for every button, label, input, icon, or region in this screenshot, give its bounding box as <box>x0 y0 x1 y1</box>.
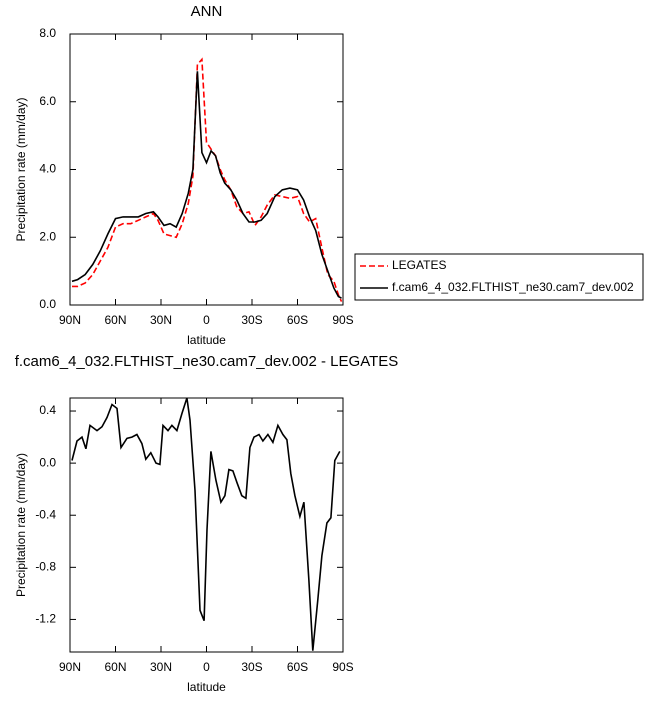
x-axis-label: latitude <box>187 680 226 694</box>
y-tick-label: 0.0 <box>39 455 56 469</box>
x-tick-label: 0 <box>203 313 210 327</box>
x-tick-label: 60N <box>104 313 126 327</box>
y-axis-label: Precipitation rate (mm/day) <box>14 97 28 241</box>
x-tick-label: 90S <box>332 660 353 674</box>
x-tick-label: 60N <box>104 660 126 674</box>
x-tick-label: 60S <box>287 313 308 327</box>
y-tick-label: 0.4 <box>39 403 56 417</box>
y-axis-label: Precipitation rate (mm/day) <box>14 453 28 597</box>
y-tick-label: 2.0 <box>39 229 56 243</box>
y-tick-label: -0.8 <box>35 560 56 574</box>
x-tick-label: 60S <box>287 660 308 674</box>
x-tick-label: 30S <box>241 313 262 327</box>
y-tick-label: 8.0 <box>39 26 56 40</box>
x-tick-label: 90S <box>332 313 353 327</box>
legend-box <box>354 253 644 301</box>
x-tick-label: 0 <box>203 660 210 674</box>
x-tick-label: 30N <box>150 313 172 327</box>
plot-frame <box>69 33 344 306</box>
x-axis-label: latitude <box>187 333 226 347</box>
x-tick-label: 90N <box>59 313 81 327</box>
y-tick-label: 0.0 <box>39 297 56 311</box>
legend-label: LEGATES <box>392 258 446 272</box>
y-tick-label: 4.0 <box>39 162 56 176</box>
x-tick-label: 30N <box>150 660 172 674</box>
y-tick-label: 6.0 <box>39 94 56 108</box>
chart-title: ANN <box>191 3 223 20</box>
y-tick-label: -1.2 <box>35 612 56 626</box>
x-tick-label: 30S <box>241 660 262 674</box>
legend-label: f.cam6_4_032.FLTHIST_ne30.cam7_dev.002 <box>392 280 634 294</box>
x-tick-label: 90N <box>59 660 81 674</box>
data-line <box>71 397 341 651</box>
data-line <box>71 71 342 299</box>
chart-title: f.cam6_4_032.FLTHIST_ne30.cam7_dev.002 -… <box>15 353 399 370</box>
data-line <box>72 57 343 302</box>
y-tick-label: -0.4 <box>35 507 56 521</box>
